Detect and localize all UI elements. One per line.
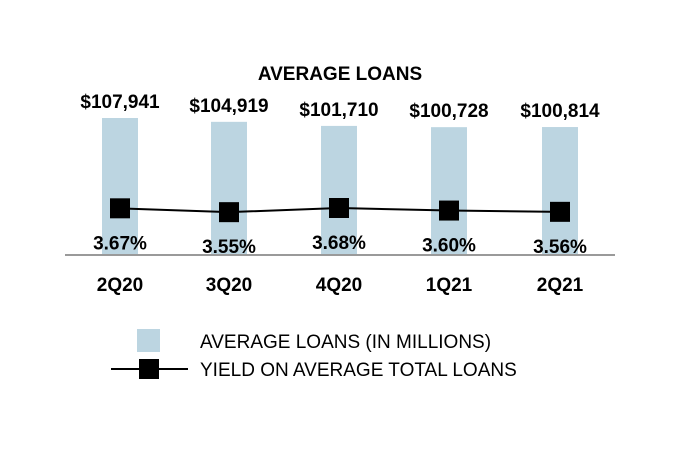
bar-value-label: $104,919 [189,96,268,117]
legend-line-label: YIELD ON AVERAGE TOTAL LOANS [200,360,517,381]
x-tick-label: 2Q20 [97,275,143,296]
legend-bar-swatch [137,329,160,352]
yield-marker-1Q21 [439,200,459,221]
x-tick-label: 4Q20 [316,275,362,296]
yield-marker-3Q20 [219,202,239,223]
bar-value-label: $107,941 [80,92,160,113]
legend-bar-label: AVERAGE LOANS (IN MILLIONS) [200,332,491,353]
x-tick-label: 1Q21 [426,275,473,296]
yield-marker-4Q20 [329,198,349,218]
yield-value-label: 3.56% [533,237,587,258]
yield-value-label: 3.67% [93,233,147,254]
yield-marker-2Q21 [550,201,570,222]
yield-value-label: 3.55% [202,237,256,258]
bar-2Q20 [102,118,138,255]
legend-line-marker [139,359,159,379]
bar-3Q20 [211,121,247,255]
legend: AVERAGE LOANS (IN MILLIONS) YIELD ON AVE… [111,329,517,381]
bar-1Q21 [431,127,467,255]
x-tick-label: 2Q21 [537,275,584,296]
bar-2Q21 [542,127,578,255]
bar-value-label: $100,814 [520,101,600,122]
yield-value-label: 3.60% [422,236,476,257]
bar-4Q20 [321,125,357,255]
x-tick-label: 3Q20 [206,275,252,296]
bars-layer [102,118,578,255]
bar-value-label: $101,710 [299,100,378,121]
chart-title: AVERAGE LOANS [258,64,422,85]
yield-value-label: 3.68% [312,233,366,254]
yield-marker-2Q20 [110,198,130,219]
bar-value-label: $100,728 [409,101,488,122]
line-layer [110,198,570,223]
labels-layer: $107,941 $104,919 $101,710 $100,728 $100,814… [80,92,600,296]
